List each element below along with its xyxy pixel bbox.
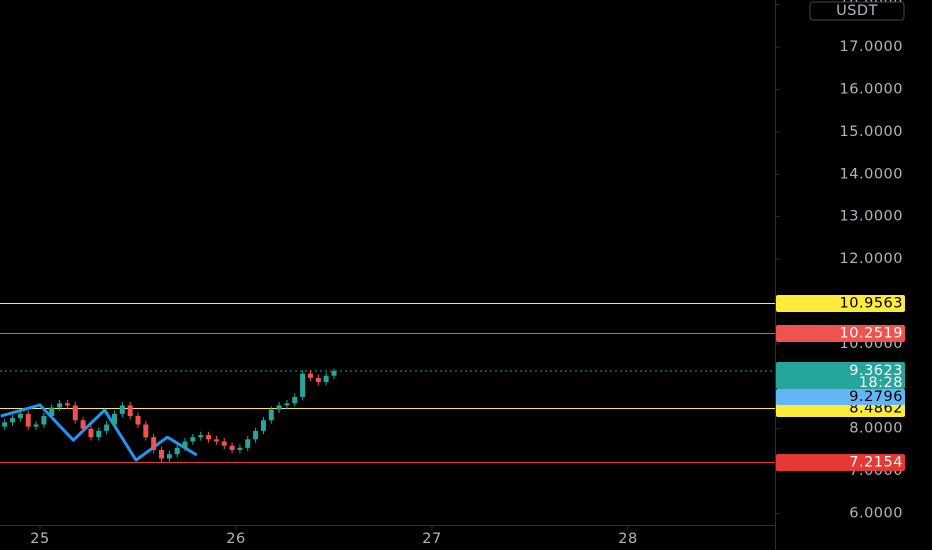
x-tick-label: 28 — [618, 531, 637, 547]
x-tick-label: 25 — [30, 531, 49, 547]
candle-body — [88, 428, 94, 438]
y-tick-label: 15.0000 — [840, 124, 903, 140]
candle-body — [174, 447, 180, 455]
candle-body — [10, 418, 16, 423]
candle-body — [72, 405, 78, 421]
candle-body — [151, 437, 157, 450]
y-tick-label: 16.0000 — [840, 81, 903, 97]
y-tick-label: 17.0000 — [840, 39, 903, 55]
candle-body — [307, 373, 313, 378]
candle-body — [268, 409, 274, 421]
candle-body — [57, 403, 63, 408]
candle-body — [315, 377, 321, 383]
candle-body — [104, 424, 110, 431]
candle-body — [323, 375, 329, 383]
y-tick-label: 8.0000 — [849, 421, 903, 437]
unit-label: USDT — [836, 3, 878, 19]
candle-body — [96, 430, 102, 438]
candle-body — [80, 420, 86, 429]
y-tick-label: 6.0000 — [849, 506, 903, 522]
candle-body — [253, 430, 259, 440]
y-tick-label: 14.0000 — [840, 166, 903, 182]
candle-body — [111, 413, 117, 425]
candle-body — [166, 454, 172, 459]
candle-body — [300, 373, 306, 397]
candle-body — [25, 413, 31, 427]
candle-body — [276, 405, 282, 410]
marker-box — [776, 388, 905, 405]
candle-body — [331, 370, 337, 376]
marker-label: 9.2796 — [849, 389, 903, 405]
candle-body — [143, 424, 149, 438]
candle-body — [221, 441, 227, 446]
countdown-label: 18:28 — [859, 375, 903, 391]
candle-body — [198, 435, 204, 438]
current-price-label: 9.3623 — [849, 363, 903, 379]
candle-body — [2, 422, 8, 427]
candle-body — [135, 416, 141, 425]
candle-body — [127, 405, 133, 417]
axes: 6.00007.00008.000010.000012.000013.00001… — [30, 0, 905, 547]
candle-body — [206, 435, 212, 440]
candle-body — [245, 439, 251, 448]
levels — [0, 303, 775, 463]
candle-body — [159, 449, 165, 459]
candle-body — [33, 424, 39, 427]
candle-body — [49, 407, 55, 417]
candle-body — [292, 396, 298, 404]
candle-body — [229, 445, 235, 450]
plot — [0, 368, 337, 462]
candle-body — [237, 447, 243, 450]
zigzag-line — [0, 403, 198, 462]
level-box — [776, 325, 905, 342]
x-tick-label: 26 — [226, 531, 245, 547]
candle-body — [17, 413, 23, 419]
level-label: 10.9563 — [840, 296, 903, 312]
level-label: 10.2519 — [840, 326, 903, 342]
unit-box — [809, 1, 905, 21]
candle-body — [260, 420, 266, 431]
x-tick-label: 27 — [422, 531, 441, 547]
y-tick-label: 12.0000 — [840, 251, 903, 267]
candle-body — [182, 441, 188, 448]
level-label: 7.2154 — [849, 455, 903, 471]
y-tick-label: 13.0000 — [840, 209, 903, 225]
candle-body — [284, 403, 290, 406]
candle-body — [119, 405, 125, 414]
level-box — [776, 295, 905, 312]
candle-body — [64, 403, 70, 406]
candle-body — [213, 439, 219, 442]
candle-body — [190, 437, 196, 442]
level-box — [776, 454, 905, 471]
current-price-box — [776, 361, 905, 389]
candle-body — [41, 416, 47, 425]
